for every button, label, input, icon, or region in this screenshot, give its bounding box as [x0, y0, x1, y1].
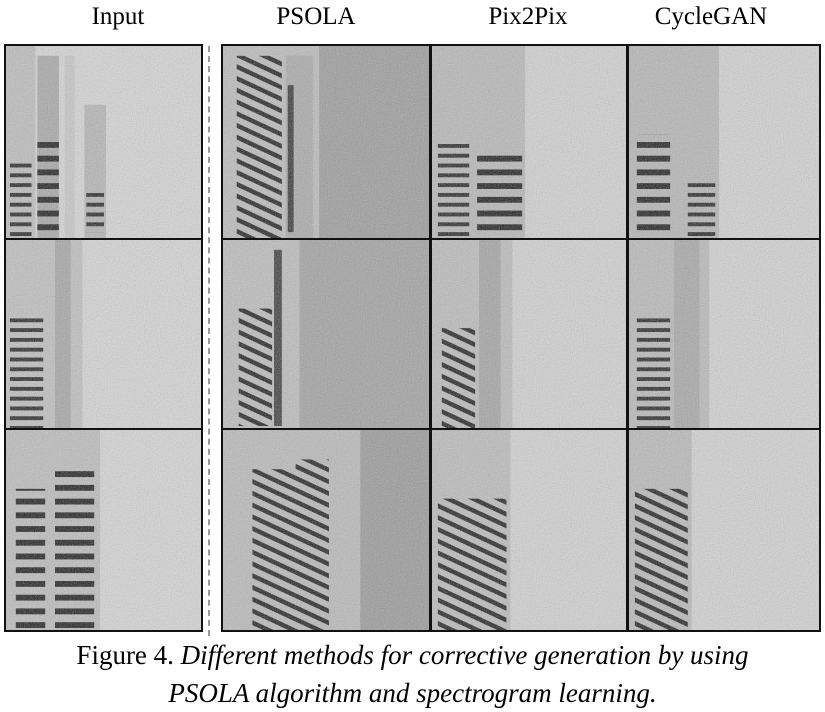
caption-text-1: Different methods for corrective generat…	[180, 640, 749, 670]
spectrogram-pix2pix-row2	[430, 238, 628, 430]
spectrogram-input-row2	[4, 238, 203, 430]
spectrogram-cyclegan-row1	[627, 44, 821, 240]
spectrogram-cyclegan-row2	[627, 238, 821, 430]
spectrogram-pix2pix-row1	[430, 44, 628, 240]
column-header-psola: PSOLA	[276, 3, 356, 30]
caption-line-2: PSOLA algorithm and spectrogram learning…	[168, 678, 657, 708]
figure-caption: Figure 4. Different methods for correcti…	[0, 636, 825, 712]
spectrogram-psola-row2	[221, 238, 431, 430]
spectrogram-input-row3	[4, 428, 203, 632]
column-header-cyclegan: CycleGAN	[654, 3, 768, 30]
caption-lead: Figure 4.	[76, 640, 181, 670]
column-header-pix2pix: Pix2Pix	[488, 3, 568, 30]
column-header-input: Input	[91, 3, 145, 30]
spectrogram-cyclegan-row3	[627, 428, 821, 632]
spectrogram-psola-row3	[221, 428, 431, 632]
spectrogram-input-row1	[4, 44, 203, 240]
spectrogram-psola-row1	[221, 44, 431, 240]
caption-line-1: Figure 4. Different methods for correcti…	[0, 636, 825, 674]
column-divider	[208, 46, 210, 636]
spectrogram-pix2pix-row3	[430, 428, 628, 632]
